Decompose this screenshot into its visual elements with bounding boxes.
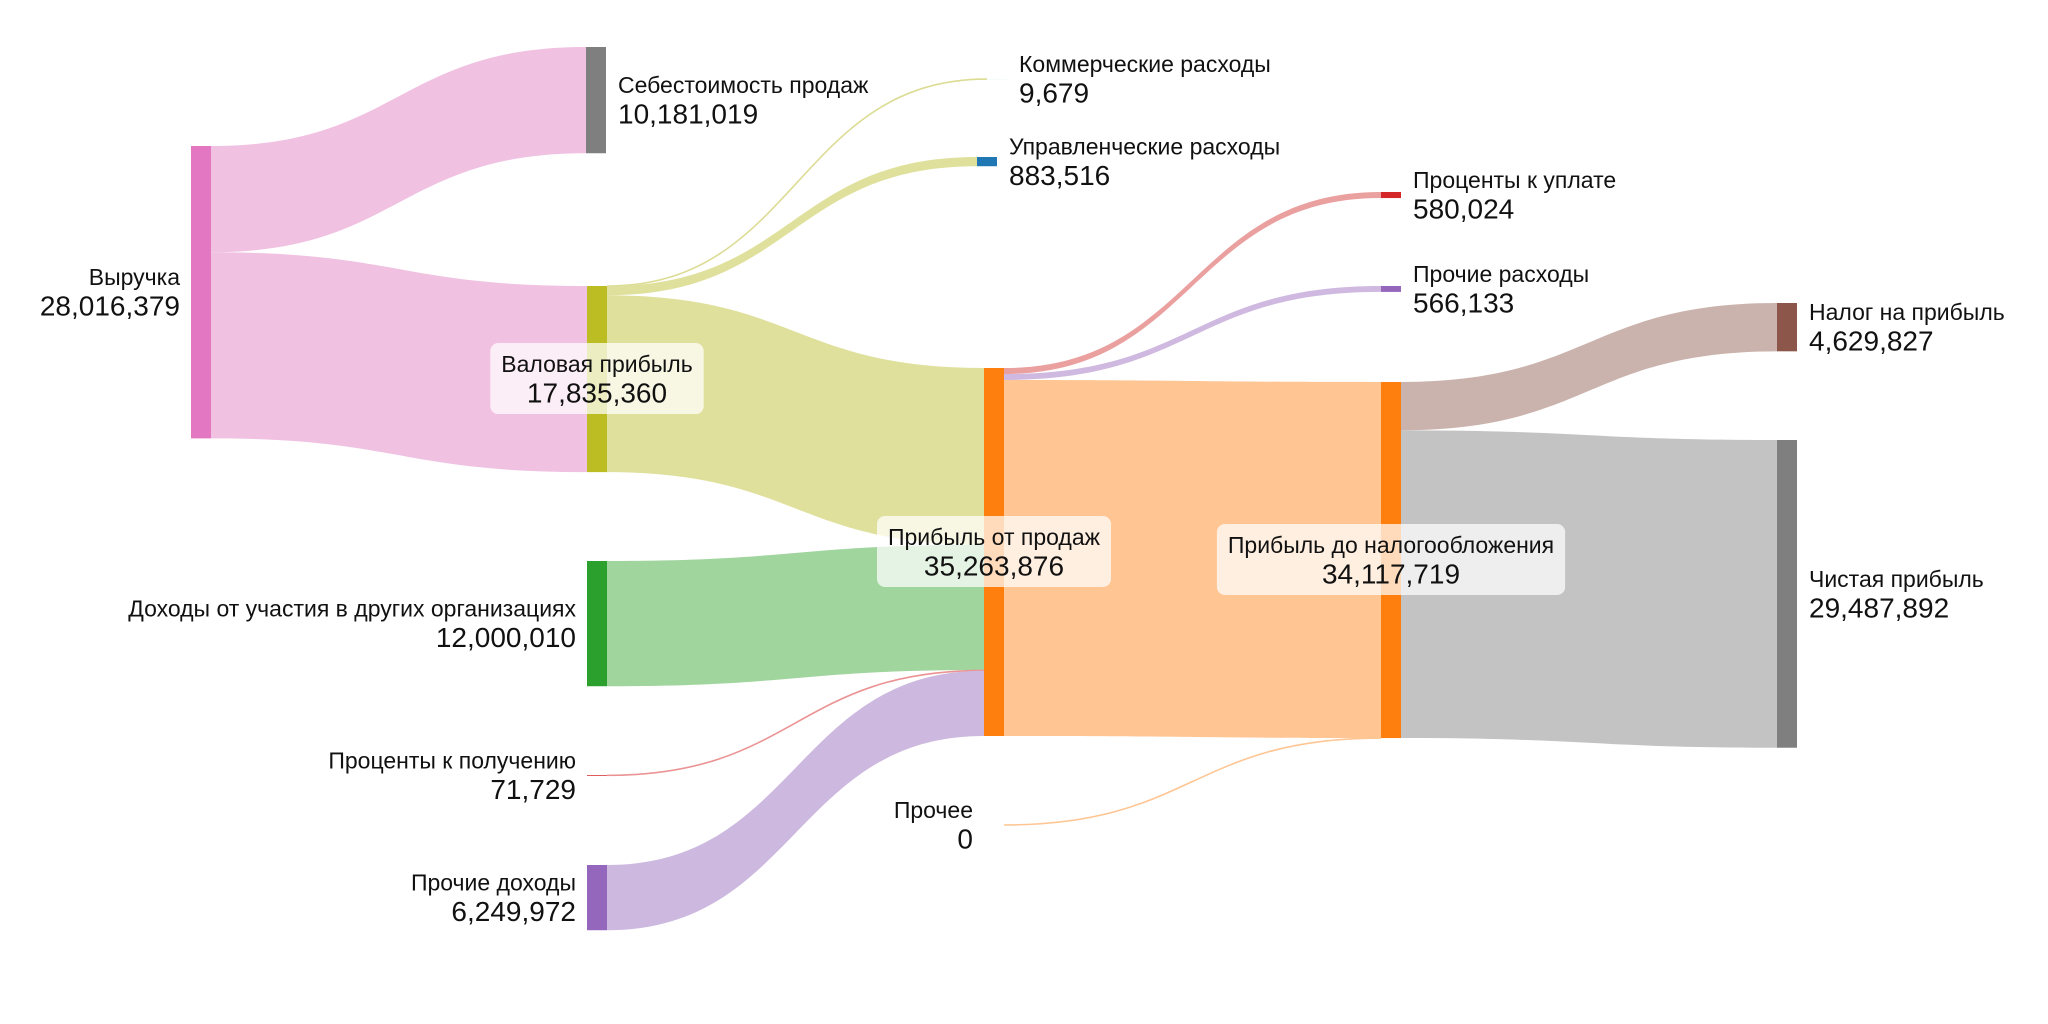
node-interest_pay [1381,192,1401,199]
node-value-text: 71,729 [490,774,576,805]
link-pretax-to-tax [1401,303,1777,431]
node-value-text: 580,024 [1413,194,1514,225]
node-label-text: Прочие расходы [1413,261,1589,287]
label-background [1216,524,1566,596]
link-interest_recv-to-op_profit [606,669,985,777]
node-revenue [191,146,211,439]
node-value-text: 883,516 [1009,160,1110,191]
link-pretax-to-net [1401,430,1777,748]
link-revenue-to-cogs [211,47,586,253]
link-misc-to-pretax [1003,737,1382,826]
node-value-text: 4,629,827 [1809,326,1934,357]
node-value-text: 28,016,379 [40,291,180,322]
link-op_profit-to-interest_pay [1004,192,1381,375]
node-cogs [586,47,606,154]
link-revenue-to-gross [211,252,587,473]
label-background [876,516,1112,587]
node-value-text: 9,679 [1019,78,1089,109]
node-label-text: Управленческие расходы [1009,134,1280,160]
node-value-text: 17,835,360 [527,378,667,409]
node-value-text: 566,133 [1413,287,1514,318]
node-value-text: 34,117,719 [1322,559,1460,590]
node-admin [977,157,997,167]
node-tax [1777,303,1797,352]
label-background [490,343,704,415]
node-label-participation: Доходы от участия в других организациях1… [128,596,576,654]
node-label-text: Доходы от участия в других организациях [128,596,576,622]
node-value-text: 0 [957,824,973,855]
node-participation [587,561,607,687]
node-value-text: 12,000,010 [436,622,576,653]
node-value-text: 10,181,019 [618,99,758,130]
node-label-text: Валовая прибыль [501,351,692,377]
node-label-text: Чистая прибыль [1809,566,1984,592]
node-label-text: Прочее [894,797,973,823]
node-interest_recv [587,775,607,776]
node-other_inc [587,865,607,931]
link-op_profit-to-other_exp [1004,286,1381,380]
node-label-text: Прибыль до налогообложения [1228,532,1554,558]
node-net [1777,440,1797,748]
link-other_inc-to-op_profit [607,670,984,931]
node-label-text: Прибыль от продаж [888,524,1101,550]
node-label-text: Налог на прибыль [1809,299,2005,325]
node-value-text: 29,487,892 [1809,592,1949,623]
node-label-text: Себестоимость продаж [618,72,869,98]
node-value-text: 6,249,972 [451,896,576,927]
node-label-text: Проценты к уплате [1413,167,1616,193]
link-gross-to-op_profit [607,295,984,545]
link-op_profit-to-pretax [1004,379,1381,739]
node-label-text: Выручка [89,264,180,290]
node-label-text: Проценты к получению [328,747,576,773]
node-label-text: Прочие доходы [411,870,576,896]
node-label-text: Коммерческие расходы [1019,51,1271,77]
link-gross-to-commercial [606,78,988,287]
node-value-text: 35,263,876 [924,551,1064,582]
link-gross-to-admin [607,157,977,296]
node-other_exp [1381,286,1401,292]
